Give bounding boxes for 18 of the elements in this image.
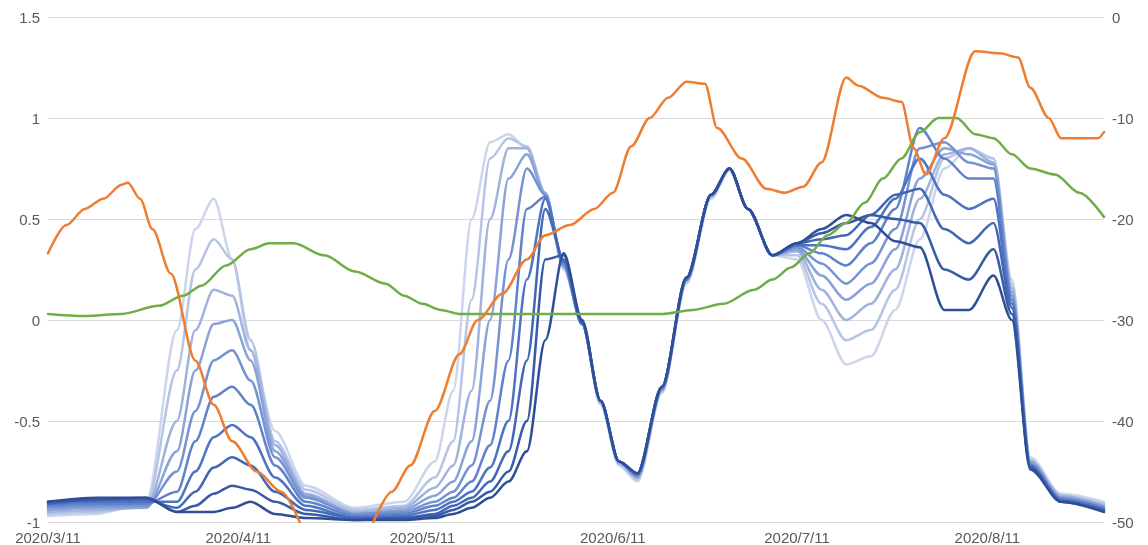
y2-tick-label: 0 bbox=[1112, 8, 1121, 26]
y-tick-label: -0.5 bbox=[14, 412, 40, 430]
x-tick-label: 2020/6/11 bbox=[580, 529, 646, 545]
y-tick-label: 0 bbox=[31, 311, 40, 329]
y-tick-label: -1 bbox=[26, 513, 40, 531]
x-tick-label: 2020/8/11 bbox=[954, 529, 1021, 545]
y-tick-label: 1.5 bbox=[19, 8, 40, 26]
y2-tick-label: -30 bbox=[1112, 311, 1134, 329]
x-tick-label: 2020/5/11 bbox=[389, 529, 456, 545]
y2-tick-label: -50 bbox=[1112, 513, 1134, 531]
x-tick-label: 2020/7/11 bbox=[764, 529, 830, 545]
y2-tick-label: -40 bbox=[1112, 412, 1134, 430]
x-tick-label: 2020/3/11 bbox=[15, 529, 81, 545]
y2-tick-label: -10 bbox=[1112, 109, 1134, 127]
x-tick-label: 2020/4/11 bbox=[205, 529, 272, 545]
y-tick-label: 1 bbox=[31, 109, 40, 127]
y2-tick-label: -20 bbox=[1112, 210, 1134, 228]
y-tick-label: 0.5 bbox=[19, 210, 40, 228]
